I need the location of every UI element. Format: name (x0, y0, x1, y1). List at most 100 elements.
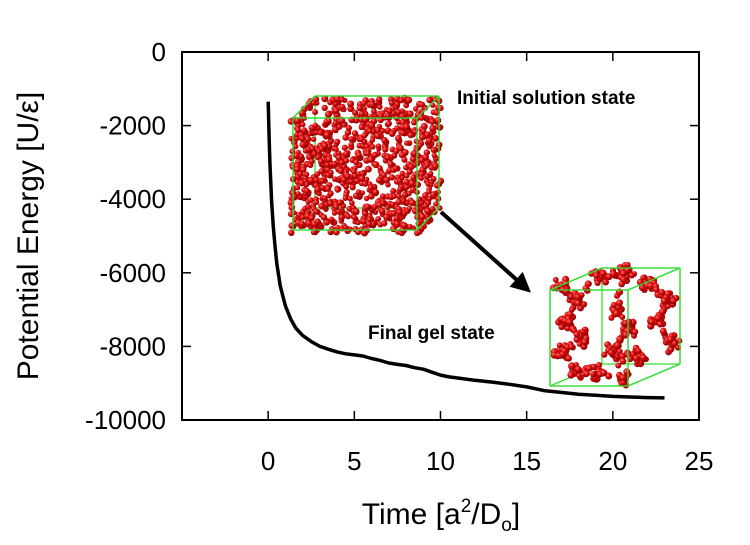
particle (576, 372, 583, 379)
particle (379, 193, 386, 200)
particle (404, 140, 410, 146)
transition-arrow (439, 210, 531, 293)
particle (378, 207, 386, 215)
x-tick-label: 15 (512, 446, 541, 476)
particle (375, 143, 382, 149)
particle (324, 185, 332, 192)
particle (612, 309, 620, 317)
particle (595, 362, 603, 369)
particle (374, 127, 381, 133)
particle (353, 159, 360, 166)
particle (414, 181, 422, 188)
box-edge (292, 95, 316, 119)
particle (345, 124, 352, 132)
particle (574, 365, 582, 373)
particle (390, 210, 397, 217)
particle (375, 176, 383, 184)
particle (671, 339, 679, 347)
particle (294, 126, 302, 134)
particle (338, 214, 346, 221)
particle (353, 208, 360, 215)
particle (388, 130, 396, 137)
particle (328, 216, 335, 222)
y-tick-label: 0 (152, 37, 166, 67)
particle (635, 347, 642, 354)
particle (323, 131, 331, 139)
particle (648, 318, 655, 325)
particle (349, 200, 355, 206)
particle (568, 293, 574, 300)
y-tick-label: -8000 (100, 331, 167, 361)
particle (294, 117, 301, 125)
x-axis-title: Time [a2/Do] (362, 496, 520, 536)
particle (429, 102, 436, 108)
particle (309, 145, 316, 152)
particle (377, 112, 384, 119)
particle (369, 137, 376, 143)
particle (396, 193, 402, 200)
particle (355, 152, 362, 158)
particle (317, 158, 325, 165)
particle (294, 166, 301, 173)
particle (429, 118, 436, 125)
particle (339, 96, 345, 103)
particle (419, 101, 426, 108)
particle (430, 146, 437, 154)
particle (399, 170, 406, 177)
particle (305, 100, 313, 108)
particle (670, 297, 677, 305)
particle (372, 188, 379, 196)
particle (422, 192, 429, 199)
particle (364, 203, 371, 211)
particle (402, 149, 409, 156)
particle (581, 338, 589, 346)
x-tick-label: 10 (426, 446, 455, 476)
particle (429, 124, 437, 132)
particle (332, 120, 339, 126)
particle (335, 154, 343, 161)
particle (405, 96, 413, 104)
particle (426, 96, 433, 104)
particle (376, 96, 383, 103)
particle (351, 168, 357, 175)
particle (590, 371, 596, 377)
particle (394, 101, 401, 108)
particle (321, 142, 329, 150)
particle (647, 282, 655, 290)
particle (319, 178, 326, 184)
particle (396, 208, 403, 216)
particle (333, 146, 339, 152)
particle (407, 132, 414, 139)
particle (302, 205, 308, 212)
particle (352, 109, 359, 116)
particle (310, 136, 317, 143)
particle (348, 136, 355, 143)
particle (317, 129, 324, 136)
particle (301, 127, 308, 133)
particle (347, 100, 355, 108)
particle (356, 104, 364, 112)
particle (318, 202, 326, 210)
box-edge (549, 267, 603, 291)
particle (426, 195, 433, 202)
particle (377, 165, 383, 171)
particle (403, 183, 410, 191)
particle (667, 346, 674, 353)
particle (411, 150, 418, 157)
particle (380, 172, 387, 179)
particle (620, 269, 628, 277)
particle (361, 132, 368, 139)
box-edge (627, 363, 681, 387)
particle (349, 184, 356, 191)
particle (326, 117, 332, 124)
x-tick-label: 20 (598, 446, 627, 476)
particle (425, 137, 433, 145)
particle (568, 362, 576, 370)
particle (298, 179, 306, 187)
particle (552, 276, 559, 283)
particle (371, 151, 379, 159)
particle (314, 171, 321, 177)
particle (388, 100, 395, 107)
particle (600, 369, 608, 377)
particle (395, 134, 402, 142)
